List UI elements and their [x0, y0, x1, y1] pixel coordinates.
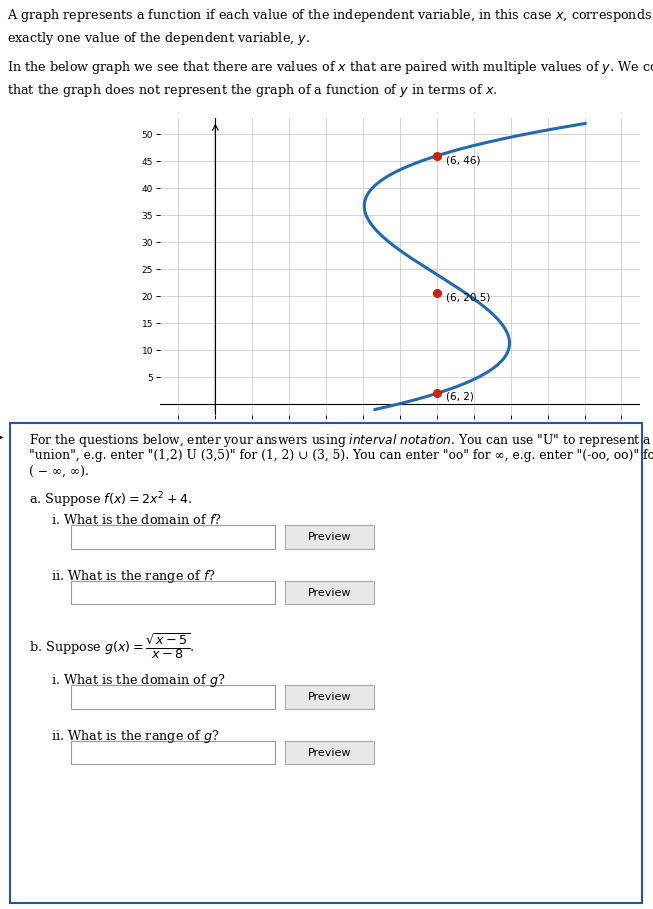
FancyBboxPatch shape: [285, 741, 375, 764]
Text: b. Suppose $g(x) = \dfrac{\sqrt{x-5}}{x-8}$.: b. Suppose $g(x) = \dfrac{\sqrt{x-5}}{x-…: [29, 631, 195, 661]
Text: ii. What is the range of $f$?: ii. What is the range of $f$?: [52, 568, 216, 584]
Text: "union", e.g. enter "(1,2) U (3,5)" for (1, 2) ∪ (3, 5). You can enter "oo" for : "union", e.g. enter "(1,2) U (3,5)" for …: [29, 449, 653, 462]
Text: (6, 46): (6, 46): [446, 156, 481, 166]
FancyBboxPatch shape: [285, 685, 375, 709]
Text: ▶: ▶: [0, 432, 3, 442]
Text: a. Suppose $f(x) = 2x^2 + 4$.: a. Suppose $f(x) = 2x^2 + 4$.: [29, 490, 192, 510]
FancyBboxPatch shape: [71, 741, 276, 764]
Text: Preview: Preview: [308, 692, 351, 702]
Text: In the below graph we see that there are values of $x$ that are paired with mult: In the below graph we see that there are…: [7, 59, 653, 99]
Text: ( − ∞, ∞).: ( − ∞, ∞).: [29, 466, 89, 479]
FancyBboxPatch shape: [285, 525, 375, 548]
FancyBboxPatch shape: [10, 424, 642, 903]
Text: Preview: Preview: [308, 587, 351, 597]
FancyBboxPatch shape: [71, 581, 276, 604]
Text: i. What is the domain of $g$?: i. What is the domain of $g$?: [52, 672, 226, 689]
Text: Preview: Preview: [308, 532, 351, 542]
FancyBboxPatch shape: [71, 685, 276, 709]
Text: Preview: Preview: [308, 748, 351, 758]
Text: A graph represents a function if each value of the independent variable, in this: A graph represents a function if each va…: [7, 7, 653, 47]
FancyBboxPatch shape: [71, 525, 276, 548]
Text: For the questions below, enter your answers using $\it{interval\ notation}$. You: For the questions below, enter your answ…: [29, 432, 652, 449]
Text: ii. What is the range of $g$?: ii. What is the range of $g$?: [52, 728, 220, 745]
FancyBboxPatch shape: [285, 581, 375, 604]
Text: i. What is the domain of $f$?: i. What is the domain of $f$?: [52, 513, 222, 527]
Text: (6, 20.5): (6, 20.5): [446, 293, 490, 303]
Text: (6, 2): (6, 2): [446, 392, 474, 402]
